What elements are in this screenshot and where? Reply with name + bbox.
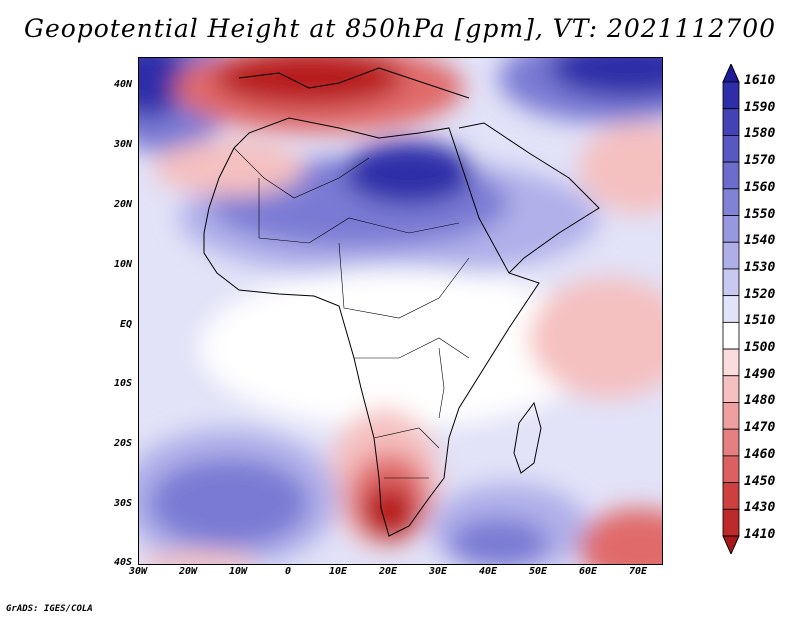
high-south-atlantic-mid — [149, 458, 309, 548]
low-indian-ocean — [529, 278, 662, 398]
colorbar-level-label: 1580 — [744, 126, 776, 142]
colorbar-level-label: 1480 — [744, 393, 776, 409]
low-southeast-corner — [579, 508, 662, 564]
low-atlantic-tongue — [154, 140, 304, 196]
arabia-coastline — [458, 122, 600, 274]
y-tick-label: EQ — [119, 319, 132, 330]
x-tick-label: 30W — [128, 566, 148, 577]
colorbar-swatch — [722, 428, 740, 457]
colorbar-cap-top — [722, 64, 740, 83]
x-tick-label: 70E — [628, 566, 648, 577]
chart-title: Geopotential Height at 850hPa [gpm], VT:… — [23, 14, 777, 43]
colorbar-level-label: 1550 — [744, 206, 776, 222]
colorbar-level-label: 1560 — [744, 179, 776, 195]
colorbar-level-label: 1470 — [744, 420, 776, 436]
colorbar-swatch — [722, 455, 740, 483]
credit-text: GrADS: IGES/COLA — [6, 604, 93, 614]
colorbar-swatch — [722, 482, 740, 510]
colorbar-cap-bottom — [722, 535, 740, 554]
europe-coastline — [238, 67, 470, 99]
x-tick-label: 30E — [428, 566, 448, 577]
x-tick-label: 20E — [378, 566, 398, 577]
y-tick-label: 40S — [113, 557, 132, 568]
x-tick-label: 60E — [578, 566, 598, 577]
low-arabia-east — [579, 123, 662, 213]
y-tick-label: 40N — [113, 79, 132, 90]
colorbar-swatch — [722, 268, 740, 297]
colorbar-swatch — [722, 295, 740, 323]
colorbar-swatch — [722, 81, 740, 110]
colorbar-swatch — [722, 241, 740, 270]
x-tick-label: 0 — [284, 566, 292, 577]
colorbar-level-label: 1430 — [744, 500, 776, 516]
colorbar-swatch — [722, 508, 740, 537]
x-tick-label: 50E — [528, 566, 548, 577]
colorbar-swatch — [722, 348, 740, 377]
colorbar-swatch — [722, 108, 740, 136]
y-tick-label: 20S — [113, 438, 132, 449]
geopotential-field — [139, 58, 662, 564]
high-sahara-core — [344, 141, 474, 205]
coastlines — [203, 67, 600, 537]
colorbar-level-label: 1410 — [744, 527, 776, 542]
colorbar-swatch — [722, 321, 740, 350]
field-blobs — [139, 58, 662, 564]
y-tick-label: 10N — [113, 259, 132, 270]
high-northeast-core — [549, 58, 662, 98]
colorbar-swatch — [722, 161, 740, 190]
colorbar-swatch — [722, 375, 740, 403]
colorbar-swatch — [722, 188, 740, 216]
colorbar-level-label: 1520 — [744, 286, 776, 302]
low-southwest-corner — [139, 551, 259, 564]
y-tick-label: 30N — [113, 139, 132, 150]
high-south-indian-mid — [449, 518, 549, 564]
y-tick-label: 20N — [113, 199, 132, 210]
x-tick-label: 20W — [178, 566, 198, 577]
colorbar — [722, 64, 740, 554]
low-southern-africa-core — [361, 485, 417, 541]
colorbar-level-label: 1530 — [744, 259, 776, 275]
country-borders — [233, 147, 470, 479]
colorbar-level-label: 1510 — [744, 313, 776, 329]
colorbar-level-label: 1570 — [744, 153, 776, 169]
colorbar-swatch — [722, 215, 740, 243]
colorbar-level-label: 1500 — [744, 340, 776, 356]
africa-coastline — [203, 117, 540, 537]
map-panel[interactable] — [138, 57, 663, 565]
colorbar-level-label: 1610 — [744, 73, 776, 88]
y-tick-label: 30S — [113, 498, 132, 509]
y-tick-label: 10S — [113, 378, 132, 389]
colorbar-swatch — [722, 135, 740, 163]
colorbar-level-label: 1450 — [744, 473, 776, 489]
colorbar-level-label: 1540 — [744, 233, 776, 249]
x-tick-label: 10W — [228, 566, 248, 577]
high-northwest-core — [139, 58, 189, 118]
x-tick-label: 10E — [328, 566, 348, 577]
colorbar-level-label: 1590 — [744, 99, 776, 115]
colorbar-swatch — [722, 402, 740, 430]
x-tick-label: 40E — [478, 566, 498, 577]
colorbar-level-label: 1490 — [744, 366, 776, 382]
neutral-equator — [199, 268, 599, 428]
madagascar-coastline — [513, 401, 542, 474]
low-mediterranean-core — [214, 58, 404, 106]
colorbar-level-label: 1460 — [744, 446, 776, 462]
